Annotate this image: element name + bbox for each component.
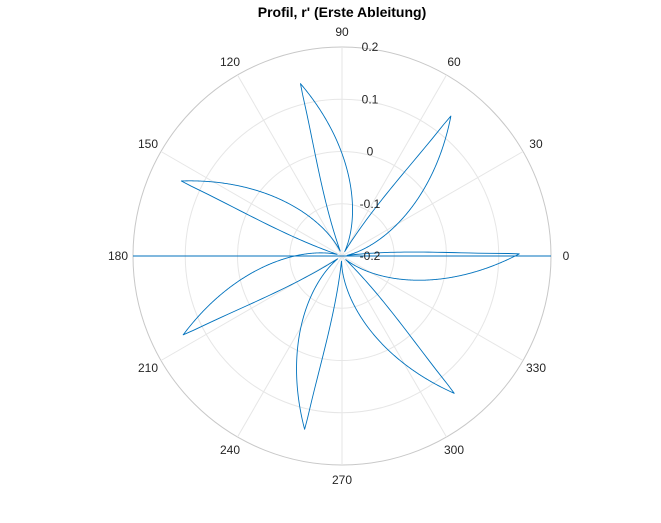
series-layer xyxy=(133,83,551,430)
theta-tick-label: 330 xyxy=(526,361,546,375)
grid-spoke xyxy=(341,255,447,438)
theta-tick-label: 90 xyxy=(335,25,349,39)
grid-spoke xyxy=(237,255,343,438)
grid-spoke xyxy=(341,151,524,257)
theta-tick-label: 30 xyxy=(529,137,543,151)
r-tick-label: 0 xyxy=(367,145,374,159)
chart-title: Profil, r' (Erste Ableitung) xyxy=(258,4,427,20)
r-tick-label: -0.1 xyxy=(360,197,381,211)
theta-tick-label: 270 xyxy=(332,473,352,487)
r-tick-label: 0.2 xyxy=(362,40,379,54)
theta-tick-label: 120 xyxy=(220,55,240,69)
theta-tick-label: 60 xyxy=(447,55,461,69)
theta-tick-label: 0 xyxy=(563,249,570,263)
r-tick-label: -0.2 xyxy=(360,249,381,263)
grid-spoke xyxy=(237,74,343,257)
theta-tick-label: 180 xyxy=(108,249,128,263)
theta-tick-label: 210 xyxy=(138,361,158,375)
grid-spoke xyxy=(160,255,343,361)
grid-spoke xyxy=(160,151,343,257)
theta-tick-label: 300 xyxy=(444,443,464,457)
grid-spoke xyxy=(341,74,447,257)
r-tick-label: 0.1 xyxy=(362,92,379,106)
theta-tick-label: 240 xyxy=(220,443,240,457)
theta-tick-label: 150 xyxy=(138,137,158,151)
tick-labels: 0 30 60 90 120 150 180 210 240 270 300 330 -0.2 -0.1 0… xyxy=(108,25,570,487)
